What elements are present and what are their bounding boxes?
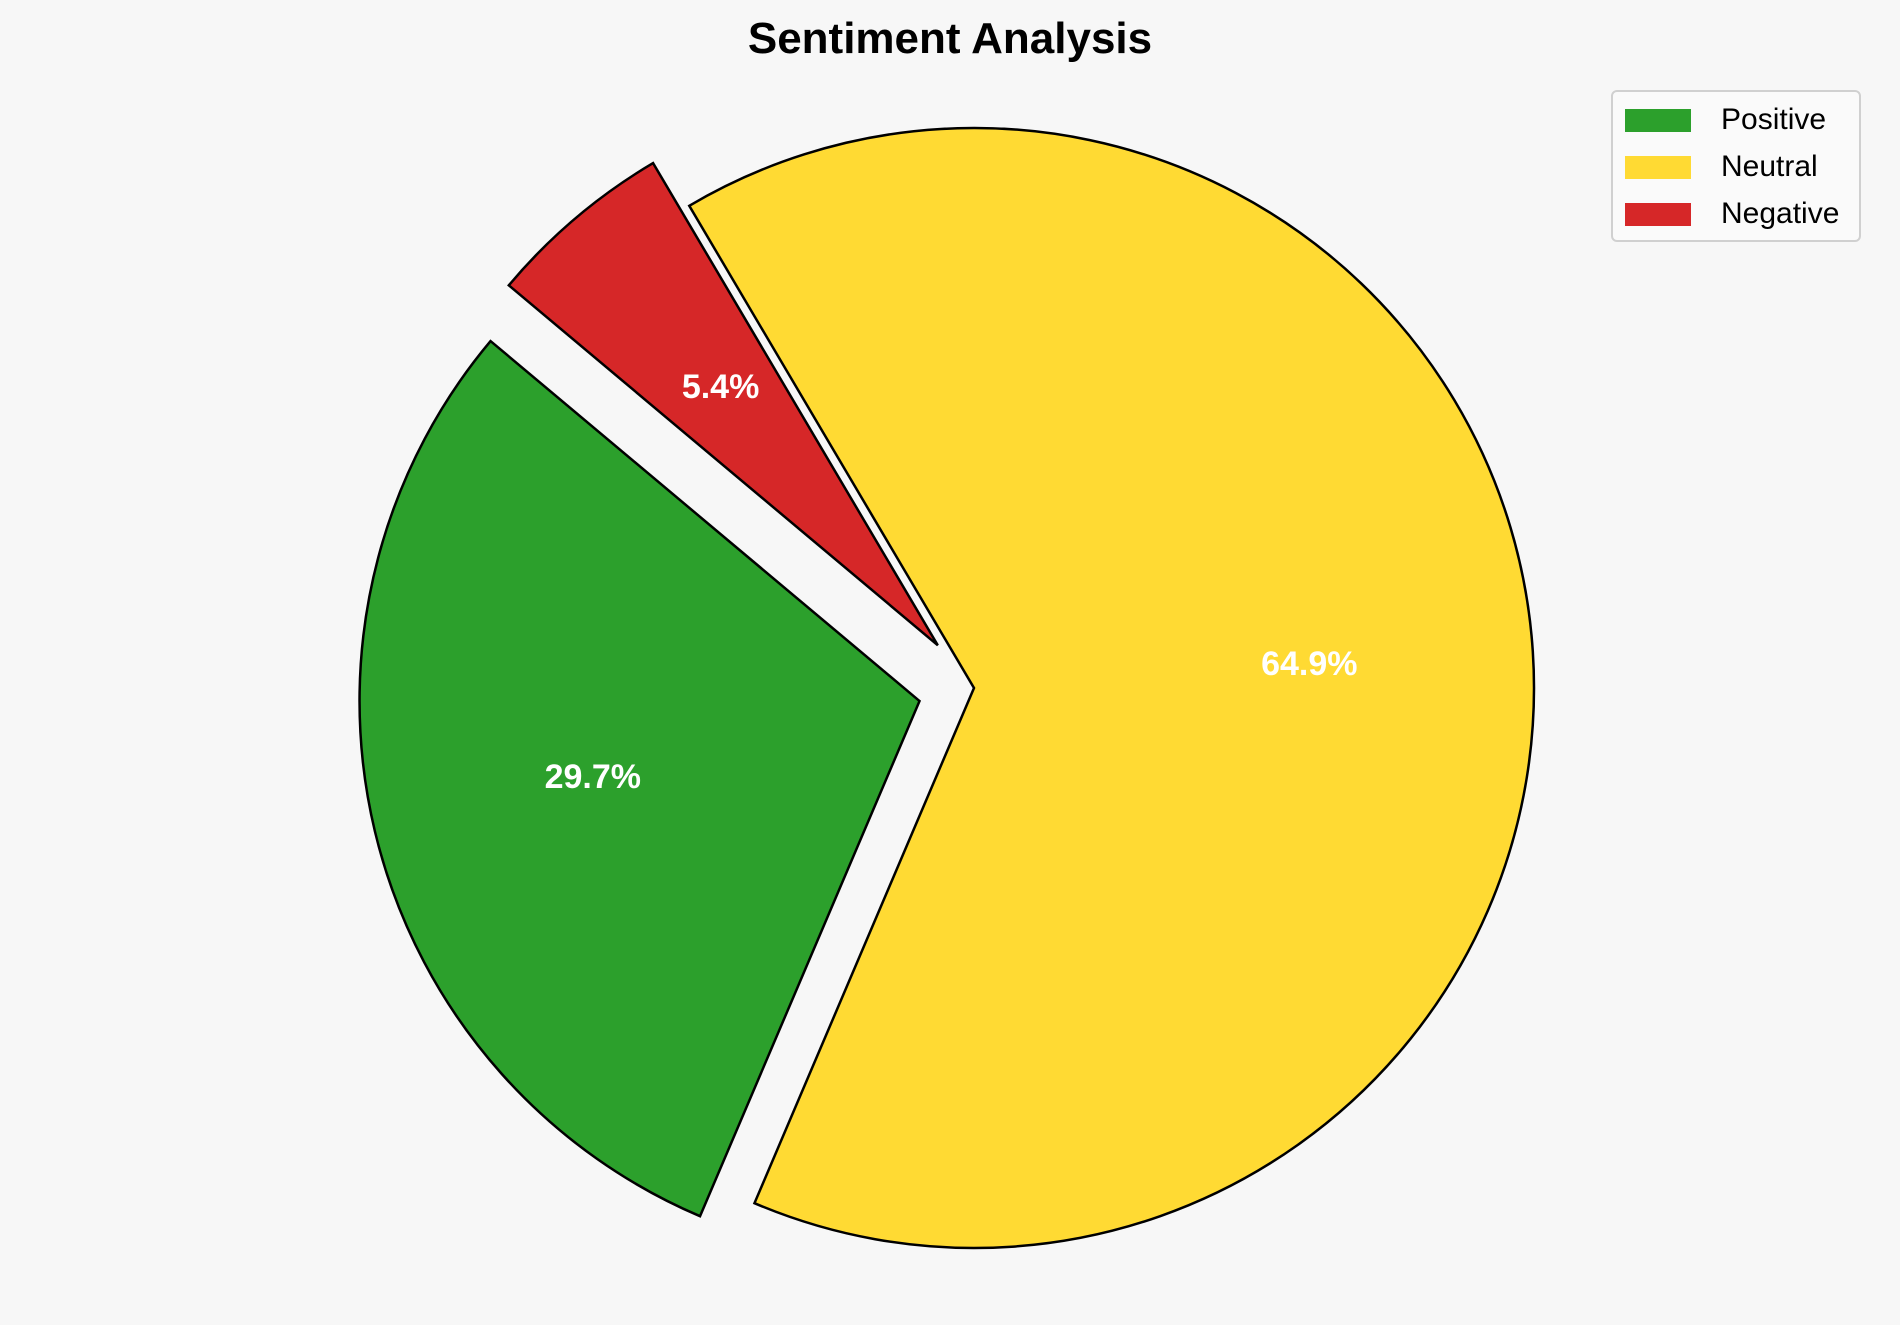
legend-swatch-positive [1625, 108, 1691, 132]
pie-label-neutral: 64.9% [1261, 645, 1357, 683]
chart-title: Sentiment Analysis [747, 14, 1153, 63]
legend: Positive Neutral Negative [1611, 90, 1861, 242]
pie-slice-positive [358, 339, 922, 1218]
legend-item-negative: Negative [1625, 197, 1840, 230]
pie-slice-negative [507, 161, 939, 647]
legend-label-negative: Negative [1721, 197, 1840, 230]
pie-label-negative: 5.4% [682, 368, 760, 406]
legend-label-positive: Positive [1721, 103, 1827, 136]
legend-label-neutral: Neutral [1721, 150, 1818, 183]
pie-slice-neutral [687, 126, 1536, 1250]
legend-item-positive: Positive [1625, 103, 1827, 136]
legend-swatch-negative [1625, 202, 1691, 226]
legend-item-neutral: Neutral [1625, 150, 1818, 183]
pie-label-positive: 29.7% [545, 758, 641, 796]
legend-swatch-neutral [1625, 155, 1691, 179]
